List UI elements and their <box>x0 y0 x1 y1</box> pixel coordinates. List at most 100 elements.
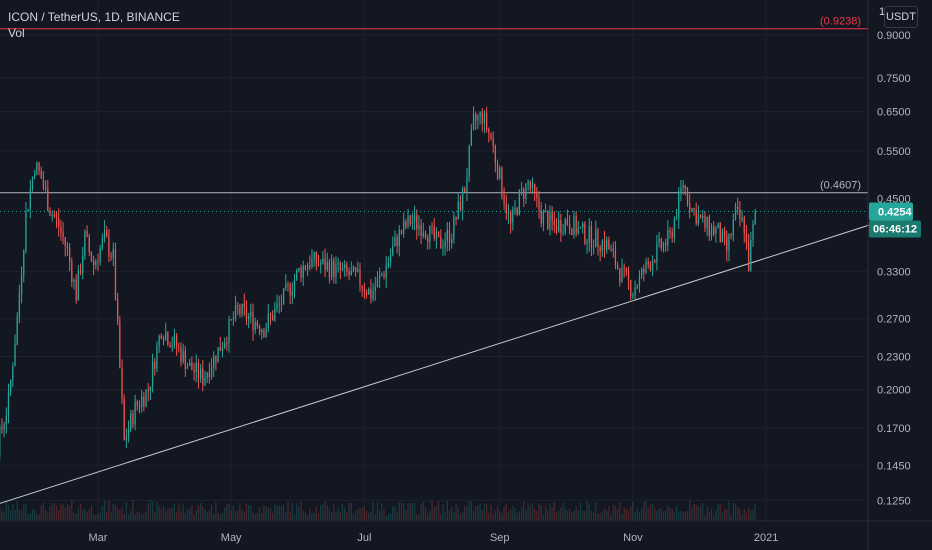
volume-bar <box>723 508 726 520</box>
candle-body <box>536 192 538 198</box>
volume-bar <box>285 512 287 520</box>
candle-body <box>195 362 197 373</box>
candle-body <box>49 210 51 216</box>
volume-bar <box>31 509 34 520</box>
volume-bar <box>191 504 193 520</box>
volume-bar <box>717 503 719 520</box>
candle-body <box>156 345 158 370</box>
volume-bar <box>127 514 130 520</box>
grid-lines <box>0 0 868 521</box>
volume-bar <box>82 509 84 520</box>
candle-body <box>317 264 320 266</box>
volume-bar <box>108 500 110 520</box>
volume-indicator-label[interactable]: Vol <box>8 26 25 40</box>
volume-bar <box>197 505 200 520</box>
volume-bar <box>750 510 752 520</box>
volume-bar <box>315 506 317 520</box>
volume-bar <box>291 502 293 520</box>
currency-button[interactable]: USDT <box>884 6 918 28</box>
candle-body <box>14 344 16 367</box>
volume-bar <box>468 500 470 520</box>
volume-bar <box>206 512 208 520</box>
volume-bar <box>444 511 446 520</box>
volume-bar <box>147 503 149 520</box>
candle-body <box>411 221 414 224</box>
candle-body <box>250 311 252 317</box>
candle-body <box>455 216 457 220</box>
volume-bar <box>466 506 468 520</box>
volume-bar <box>330 511 333 520</box>
candle-body <box>311 258 313 267</box>
candle-body <box>586 241 588 244</box>
candle-body <box>55 216 58 219</box>
volume-bar <box>457 507 459 520</box>
candle-body <box>241 303 243 314</box>
volume-bar <box>99 512 101 520</box>
volume-bar <box>210 504 213 520</box>
volume-bar <box>608 506 610 520</box>
candle-body <box>684 185 686 189</box>
volume-bar <box>562 502 564 520</box>
candle-body <box>405 221 407 228</box>
volume-bar <box>58 509 60 520</box>
candle-body <box>427 237 429 242</box>
volume-bar <box>568 508 571 520</box>
candle-body <box>418 224 420 229</box>
candle-body <box>71 261 73 283</box>
volume-bar <box>601 511 603 520</box>
volume-bar <box>514 507 516 520</box>
candle-body <box>191 362 193 371</box>
volume-bar <box>446 500 448 520</box>
candle-body <box>680 188 682 192</box>
volume-bar <box>549 502 551 520</box>
volume-bar <box>326 504 328 520</box>
candle-body <box>341 268 344 271</box>
candle-body <box>86 231 88 237</box>
volume-bar <box>389 513 392 520</box>
volume-bar <box>199 502 202 520</box>
volume-bar <box>363 506 366 520</box>
candle-body <box>215 355 217 363</box>
volume-bar <box>686 510 689 520</box>
symbol-title[interactable]: ICON / TetherUS, 1D, BINANCE <box>8 10 180 24</box>
time-axis: Mar May Jul Sep Nov 2021 <box>89 532 779 544</box>
candle-body <box>577 227 579 234</box>
time-tick-label: Nov <box>623 532 643 544</box>
volume-bar <box>3 512 5 520</box>
candle-body <box>496 163 499 179</box>
candle-body <box>697 215 700 225</box>
volume-bar <box>481 510 483 520</box>
candle-body <box>136 401 138 406</box>
candle-body <box>313 252 315 259</box>
volume-bar <box>649 504 652 520</box>
candle-body <box>433 226 435 239</box>
candle-body <box>3 424 5 430</box>
candle-body <box>82 256 84 273</box>
volume-bar <box>182 504 184 520</box>
candle-body <box>381 274 383 276</box>
volume-bar <box>638 511 641 520</box>
candle-body <box>499 168 501 179</box>
candle-body <box>344 264 346 269</box>
volume-bar <box>590 510 593 520</box>
volume-bar <box>317 513 320 520</box>
volume-bar <box>195 510 197 520</box>
volume-bar <box>575 505 577 520</box>
candle-body <box>647 261 649 265</box>
volume-bar <box>470 501 472 520</box>
candle-body <box>693 208 695 211</box>
volume-bar <box>682 512 684 520</box>
volume-bar <box>346 512 348 520</box>
volume-bar <box>73 512 75 520</box>
candle-body <box>287 284 289 286</box>
candle-body <box>25 211 27 251</box>
volume-bar <box>558 510 560 520</box>
candle-body <box>7 392 10 416</box>
candle-body <box>387 262 390 266</box>
volume-bar <box>130 510 132 520</box>
candle-body <box>394 236 396 247</box>
volume-bar <box>169 508 171 520</box>
volume-bar <box>171 507 173 520</box>
candle-body <box>106 230 108 237</box>
